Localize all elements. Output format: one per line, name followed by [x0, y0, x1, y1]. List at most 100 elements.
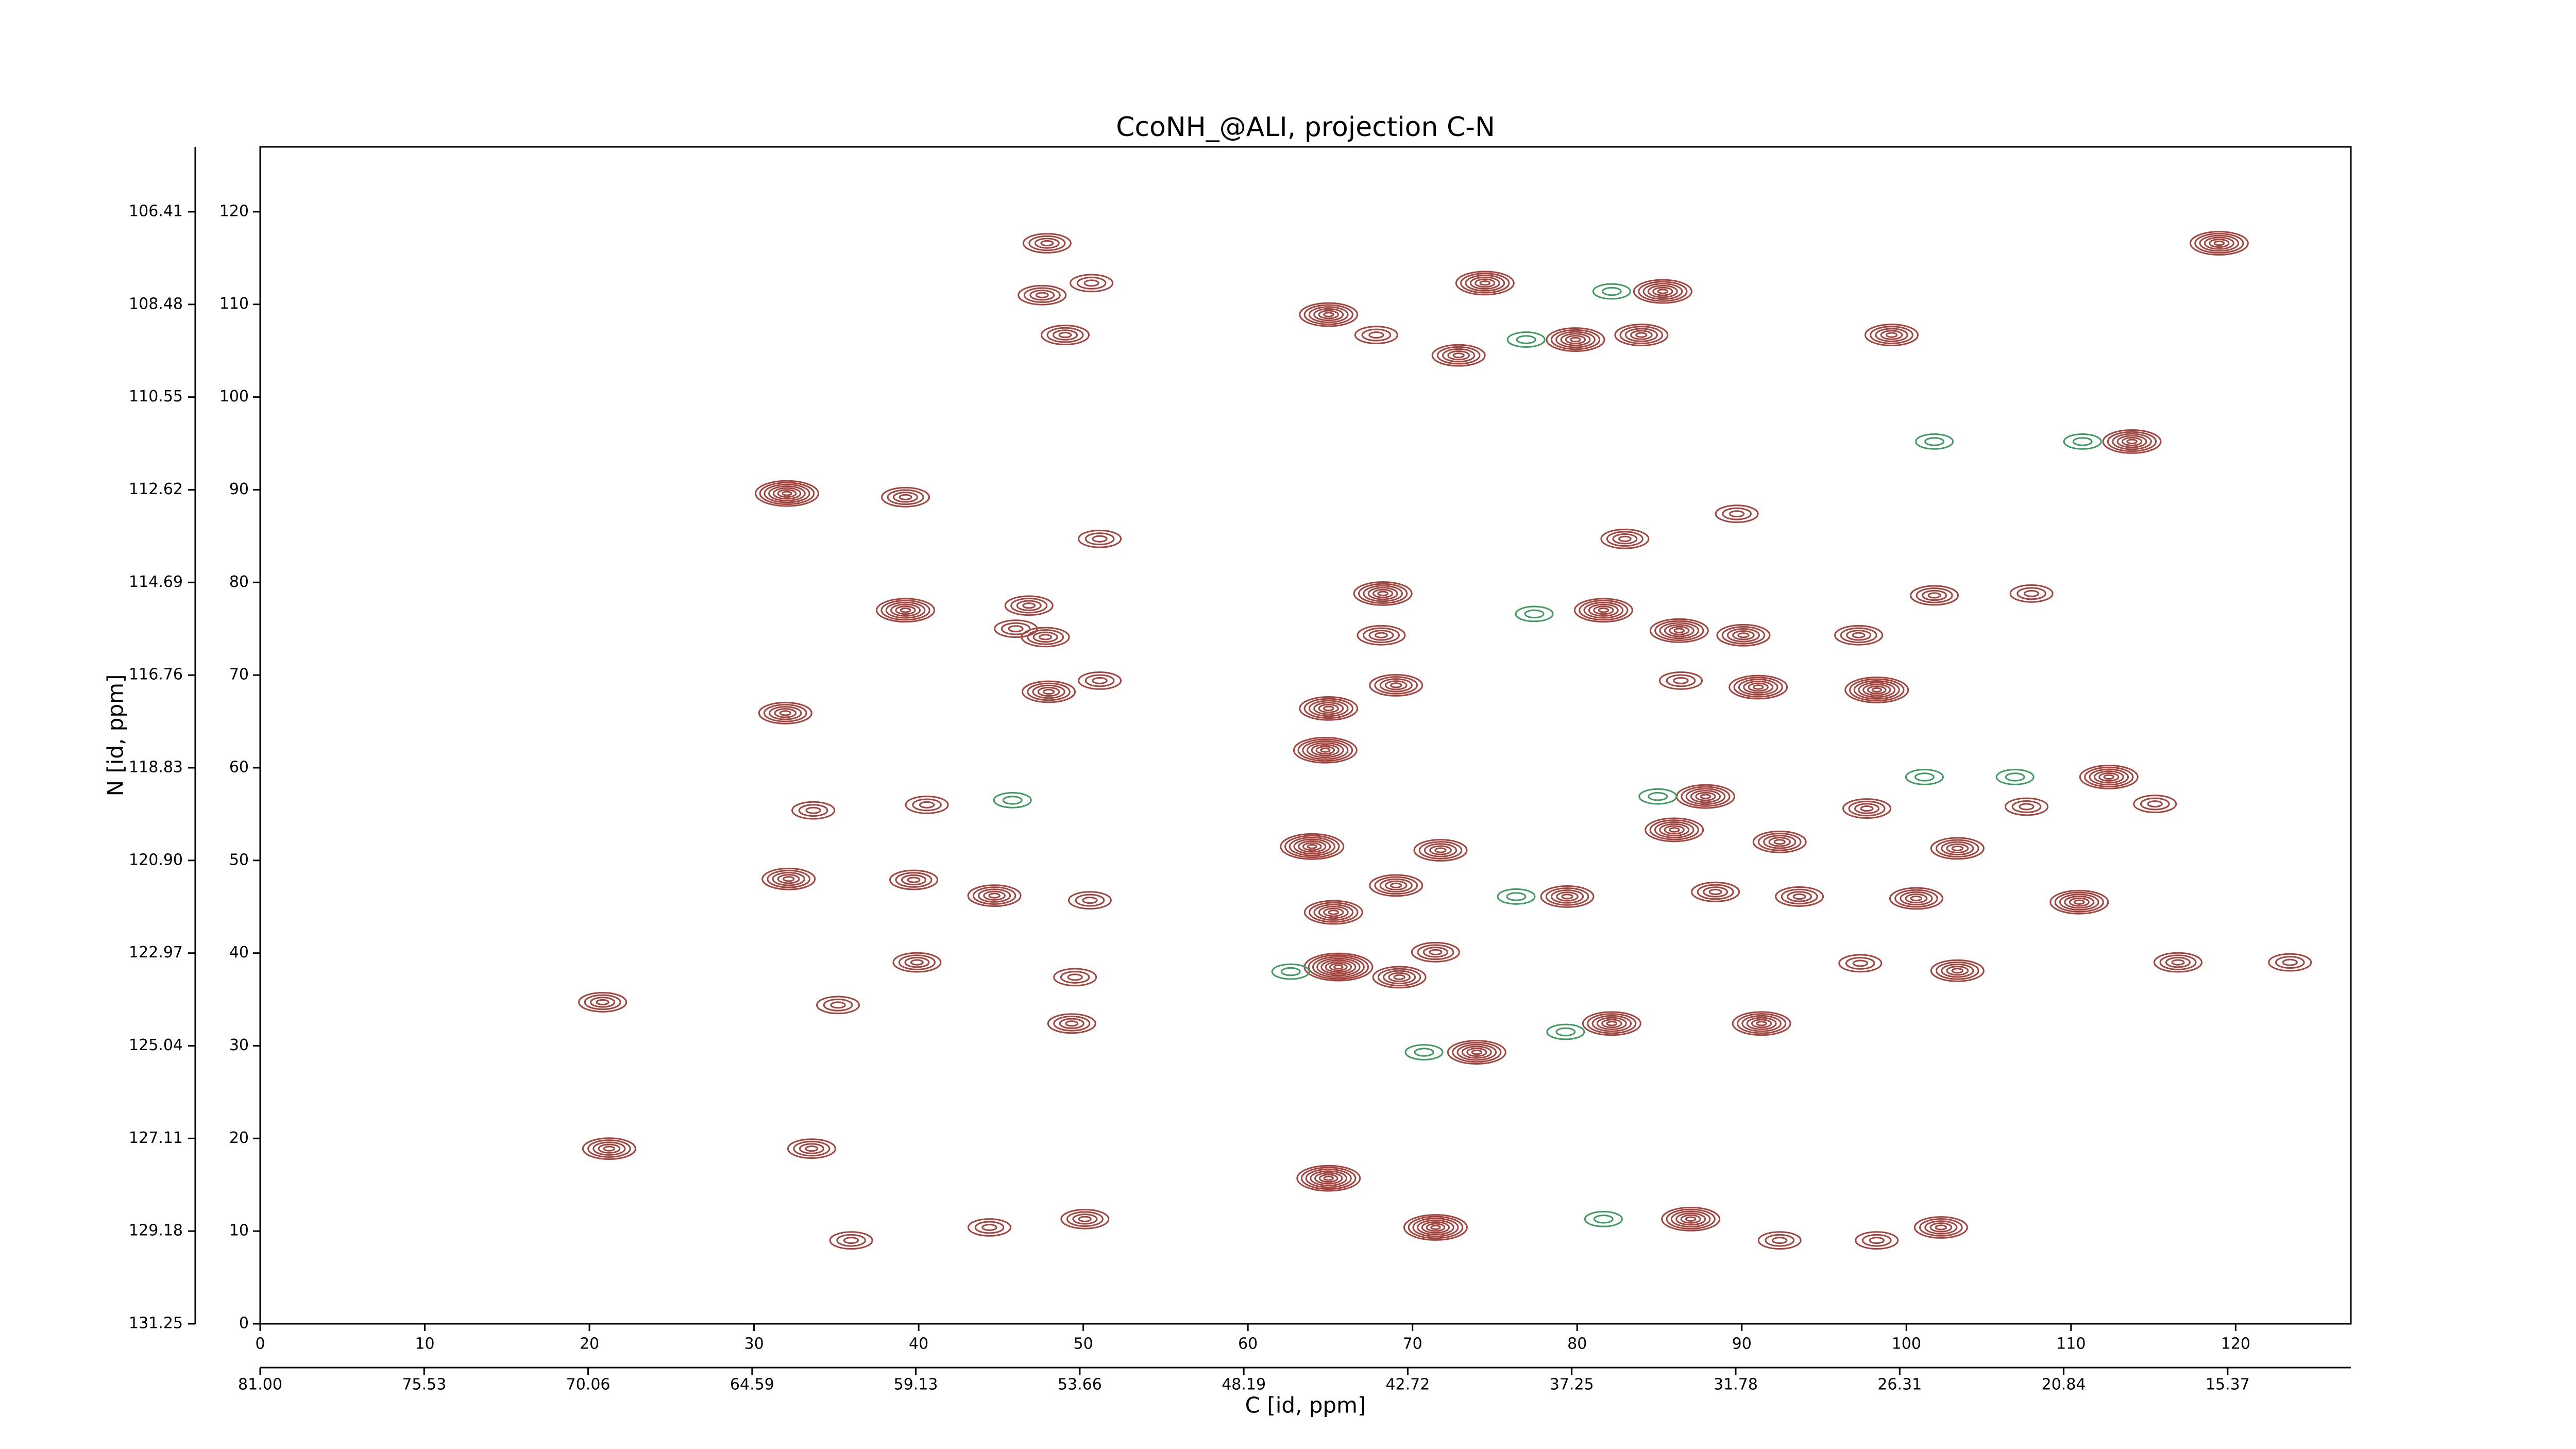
contour-ring [1374, 632, 1388, 638]
contour-ring [1037, 686, 1060, 697]
contour-ring [1308, 306, 1349, 323]
peak [1600, 528, 1650, 549]
contour-ring [1555, 1027, 1576, 1037]
contour-ring [772, 872, 805, 886]
contour-ring [1313, 308, 1344, 322]
contour-ring [1743, 680, 1774, 694]
contour-ring [2054, 891, 2104, 913]
peak [1060, 1208, 1110, 1229]
plot-frame [259, 146, 2352, 1325]
contour-ring [1601, 287, 1622, 296]
contour-ring [1403, 1214, 1468, 1241]
contour-ring [1305, 1168, 1352, 1188]
peak [1855, 1231, 1899, 1250]
contour-ring [1624, 328, 1658, 342]
contour-ring [1670, 1210, 1711, 1228]
y2-tick-label: 120.90 [129, 851, 183, 869]
contour-ring [1430, 1224, 1441, 1230]
contour-ring [1929, 1222, 1953, 1233]
peak [1732, 1011, 1791, 1036]
contour-ring [1875, 328, 1908, 342]
contour-ring [1379, 678, 1413, 693]
contour-ring [910, 959, 924, 966]
contour-ring [1471, 1049, 1483, 1055]
contour-ring [1329, 963, 1348, 971]
peak [905, 795, 949, 814]
peak [1842, 798, 1892, 819]
contour-ring [1303, 900, 1363, 925]
contour-ring [1372, 966, 1427, 989]
contour-ring [1374, 676, 1418, 695]
contour-ring [1297, 738, 1353, 762]
contour-ring [1680, 1214, 1701, 1224]
contour-ring [1593, 605, 1614, 615]
contour-ring [983, 890, 1006, 901]
contour-ring [1307, 844, 1317, 849]
contour-ring [1072, 1214, 1098, 1225]
contour-ring [1649, 819, 1699, 840]
contour-ring [1772, 1237, 1788, 1244]
contour-ring [1685, 788, 1726, 805]
contour-ring [1844, 676, 1909, 703]
peak [2133, 795, 2177, 813]
contour-ring [768, 485, 806, 502]
peak [1582, 1011, 1641, 1036]
contour-ring [1560, 333, 1591, 346]
contour-ring [988, 892, 1001, 899]
contour-ring [1736, 1013, 1787, 1034]
contour-ring [1951, 968, 1964, 974]
contour-ring [1915, 433, 1954, 450]
y2-tick-label: 116.76 [129, 666, 183, 684]
contour-ring [1018, 284, 1067, 306]
contour-ring [901, 874, 927, 886]
peak [1299, 302, 1359, 327]
peak [1915, 433, 1954, 450]
contour-ring [1768, 837, 1791, 847]
contour-ring [972, 886, 1016, 905]
contour-ring [2112, 433, 2152, 450]
contour-ring [1323, 312, 1334, 317]
peak [1910, 585, 1959, 606]
contour-ring [981, 1223, 997, 1231]
contour-ring [1022, 680, 1076, 703]
contour-ring [1075, 894, 1105, 907]
contour-ring [1516, 335, 1536, 344]
contour-ring [1377, 591, 1389, 597]
contour-ring [2072, 437, 2093, 446]
contour-ring [1379, 878, 1413, 893]
contour-ring [1673, 677, 1689, 684]
peak [1271, 963, 1310, 980]
contour-ring [1726, 628, 1760, 643]
contour-ring [1869, 1237, 1885, 1244]
contour-ring [1417, 944, 1454, 961]
contour-ring [1645, 817, 1704, 843]
peak [876, 598, 936, 623]
peak [1506, 331, 1546, 348]
contour-ring [769, 706, 802, 720]
contour-ring [1372, 588, 1394, 598]
contour-ring [1733, 677, 1783, 698]
x2-tick-label: 64.59 [730, 1376, 774, 1394]
contour-ring [1404, 1044, 1444, 1060]
contour-ring [1084, 532, 1115, 546]
y-tick-label: 20 [229, 1129, 249, 1147]
contour-ring [1773, 839, 1786, 845]
peak [578, 992, 628, 1013]
contour-ring [2084, 766, 2134, 788]
contour-ring [1728, 510, 1745, 518]
contour-ring [1082, 897, 1098, 904]
contour-ring [1318, 310, 1339, 319]
contour-ring [816, 996, 860, 1015]
contour-ring [1313, 702, 1344, 715]
contour-ring [1354, 326, 1398, 344]
contour-ring [1664, 624, 1694, 637]
contour-ring [1022, 233, 1072, 254]
contour-ring [1861, 1234, 1892, 1247]
peak [758, 701, 812, 724]
contour-ring [993, 791, 1032, 808]
contour-ring [1638, 788, 1677, 805]
contour-ring [1497, 888, 1536, 905]
y-tick-label: 90 [229, 480, 249, 498]
contour-ring [598, 1143, 621, 1154]
contour-ring [1423, 843, 1458, 857]
